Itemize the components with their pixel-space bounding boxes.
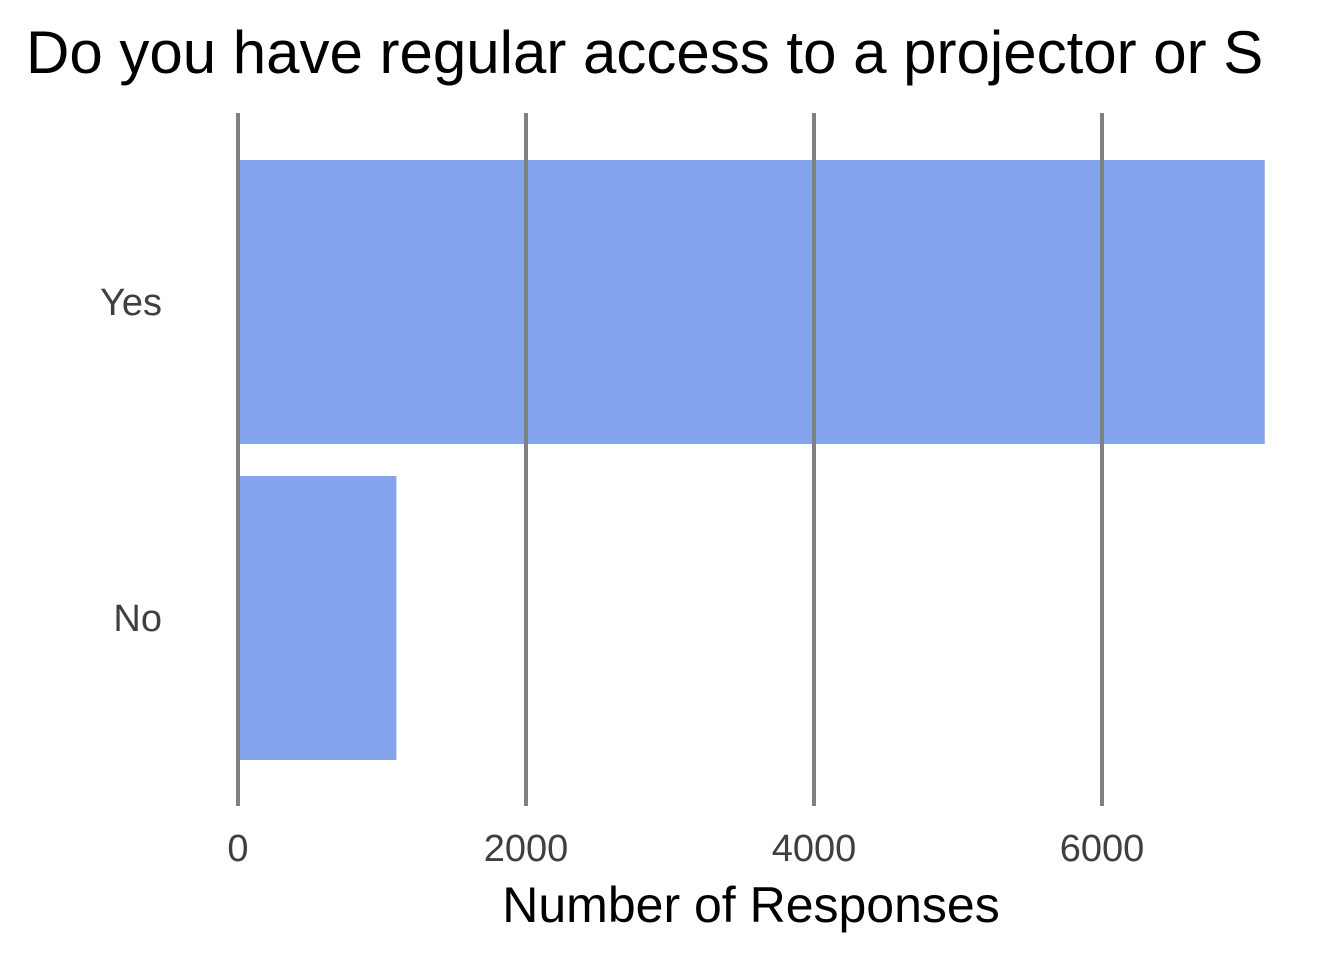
bars-layer [238, 160, 1265, 760]
x-tick-label-0: 0 [227, 828, 248, 870]
chart-title: Do you have regular access to a projecto… [26, 19, 1263, 86]
x-tick-label-4000: 4000 [772, 828, 857, 870]
y-tick-labels: Yes No [100, 282, 162, 640]
bar-no [238, 476, 397, 760]
bar-yes [238, 160, 1265, 444]
x-axis-title: Number of Responses [502, 877, 999, 933]
gridlines-layer [236, 113, 1104, 806]
y-tick-label-yes: Yes [100, 282, 162, 324]
x-tick-label-6000: 6000 [1060, 828, 1145, 870]
x-tick-label-2000: 2000 [484, 828, 569, 870]
y-tick-label-no: No [113, 598, 162, 640]
x-tick-labels: 0 2000 4000 6000 [227, 828, 1144, 870]
